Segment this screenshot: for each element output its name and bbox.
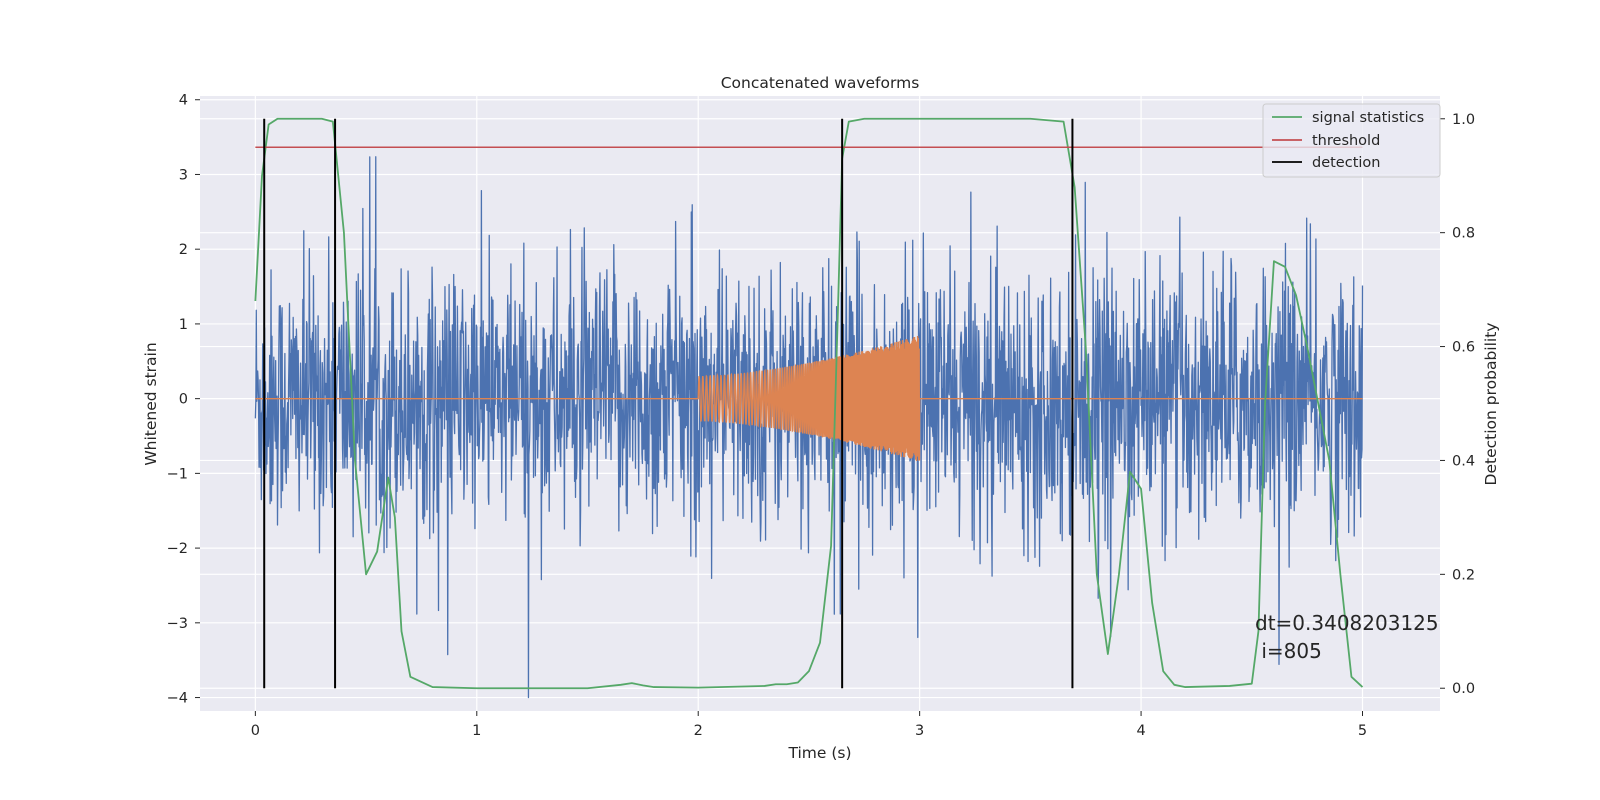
x-tick-label-3: 3 [915, 723, 924, 739]
y-right-tick-label-5: 1.0 [1452, 112, 1475, 128]
legend-label-signal-statistics: signal statistics [1312, 110, 1424, 126]
x-tick-label-0: 0 [251, 723, 260, 739]
x-tick-label-5: 5 [1358, 723, 1367, 739]
grid-lines [200, 96, 1440, 711]
y-axis-label-right: Detection probability [1482, 323, 1500, 486]
legend-box [1262, 103, 1441, 178]
y-left-tick-label-6: −1 [167, 466, 188, 482]
legend-label-detection: detection [1312, 155, 1380, 171]
y-right-tick-label-3: 0.6 [1452, 340, 1475, 356]
y-left-tick-label-2: 2 [179, 242, 188, 258]
legend: signal statistics threshold detection [1262, 103, 1441, 178]
y-left-tick-label-4: 0 [179, 392, 188, 408]
y-left-tick-label-3: 1 [179, 317, 188, 333]
legend-label-threshold: threshold [1312, 133, 1380, 149]
chart-title: Concatenated waveforms [721, 74, 920, 92]
y-right-tick-label-2: 0.4 [1452, 453, 1475, 469]
y-left-tick-label-0: 4 [179, 93, 188, 109]
signal-statistics-series [254, 117, 1364, 690]
chirp-line [255, 336, 1363, 462]
chirp-series [255, 336, 1363, 462]
detection-series [263, 118, 1074, 689]
y-left-tick-label-5: −2 [167, 541, 188, 557]
annotation-dt: dt=0.3408203125 [1255, 611, 1439, 635]
y-right-tick-label-4: 0.8 [1452, 226, 1475, 242]
x-tick-label-1: 1 [472, 723, 481, 739]
y-left-tick-label-1: 3 [179, 167, 188, 183]
y-left-tick-label-8: −4 [167, 691, 188, 707]
annotation: dt=0.3408203125 i=805 [1255, 611, 1439, 663]
y-left-tick-label-7: −3 [167, 616, 188, 632]
y-axis-label-left: Whitened strain [142, 342, 160, 465]
y-right-tick-label-0: 0.0 [1452, 681, 1475, 697]
signal-statistics-line [254, 117, 1364, 690]
x-tick-label-2: 2 [694, 723, 703, 739]
x-tick-label-4: 4 [1136, 723, 1145, 739]
axis-ticks: 0 1 2 3 4 5 4 3 2 1 0 −2 −1 −3 −4 0.0 0.2 0.4 0.6 0.8 1.0 [167, 93, 1475, 739]
y-right-tick-label-1: 0.2 [1452, 567, 1475, 583]
x-axis-label: Time (s) [787, 744, 851, 762]
annotation-i: i=805 [1255, 639, 1322, 663]
